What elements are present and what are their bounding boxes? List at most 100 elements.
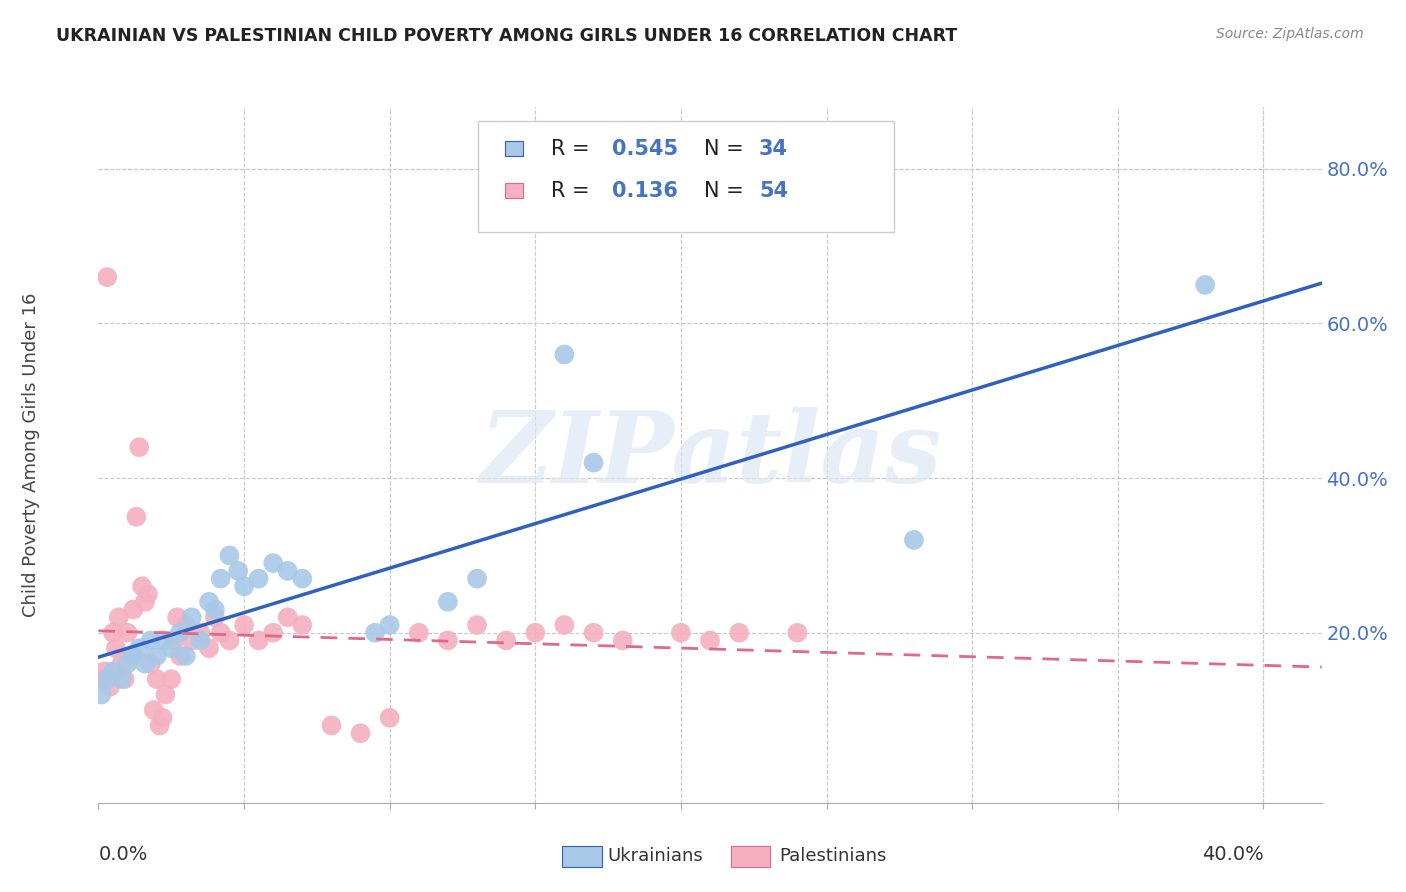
Point	[149, 718, 172, 732]
Point	[145, 672, 167, 686]
Point	[101, 665, 124, 679]
Point	[728, 625, 751, 640]
Point	[169, 648, 191, 663]
Point	[96, 672, 118, 686]
Point	[226, 564, 249, 578]
Point	[180, 610, 202, 624]
Point	[378, 618, 401, 632]
Text: Palestinians: Palestinians	[779, 847, 886, 865]
Point	[786, 625, 808, 640]
Point	[188, 625, 212, 640]
Point	[155, 688, 177, 702]
Point	[174, 648, 197, 663]
Point	[247, 633, 270, 648]
Point	[198, 641, 221, 656]
Point	[128, 641, 150, 656]
Point	[152, 711, 174, 725]
Point	[188, 633, 212, 648]
Point	[136, 587, 159, 601]
Point	[465, 618, 488, 632]
Point	[699, 633, 721, 648]
Point	[233, 579, 256, 593]
Point	[160, 672, 183, 686]
Point	[277, 610, 299, 624]
Point	[553, 618, 575, 632]
Point	[104, 641, 127, 656]
Point	[90, 672, 112, 686]
Point	[364, 625, 387, 640]
Point	[166, 610, 188, 624]
Point	[134, 595, 156, 609]
Point	[134, 657, 156, 671]
Point	[209, 625, 232, 640]
Text: 34: 34	[759, 139, 787, 159]
Point	[122, 602, 145, 616]
Point	[180, 633, 202, 648]
Point	[152, 633, 174, 648]
Point	[139, 633, 162, 648]
Point	[108, 610, 131, 624]
Point	[437, 595, 460, 609]
Point	[204, 610, 226, 624]
Text: ZIPatlas: ZIPatlas	[479, 407, 941, 503]
Text: Child Poverty Among Girls Under 16: Child Poverty Among Girls Under 16	[22, 293, 41, 617]
Text: N =: N =	[704, 180, 751, 201]
Point	[128, 440, 150, 454]
Point	[145, 648, 167, 663]
Point	[1194, 277, 1216, 292]
Point	[903, 533, 925, 547]
Point	[495, 633, 517, 648]
Point	[669, 625, 692, 640]
Point	[120, 648, 142, 663]
Point	[163, 633, 186, 648]
Point	[122, 648, 145, 663]
Point	[160, 641, 183, 656]
Point	[277, 564, 299, 578]
Point	[582, 625, 605, 640]
Point	[111, 672, 134, 686]
Point	[90, 688, 112, 702]
Point	[349, 726, 371, 740]
Point	[96, 270, 118, 285]
Point	[218, 549, 240, 563]
Point	[101, 625, 124, 640]
Point	[169, 625, 191, 640]
Text: R =: R =	[551, 180, 596, 201]
Point	[437, 633, 460, 648]
Point	[291, 618, 314, 632]
Text: N =: N =	[704, 139, 751, 159]
Text: UKRAINIAN VS PALESTINIAN CHILD POVERTY AMONG GIRLS UNDER 16 CORRELATION CHART: UKRAINIAN VS PALESTINIAN CHILD POVERTY A…	[56, 27, 957, 45]
FancyBboxPatch shape	[505, 141, 523, 156]
Point	[582, 456, 605, 470]
Text: Ukrainians: Ukrainians	[607, 847, 703, 865]
Point	[131, 579, 153, 593]
Point	[198, 595, 221, 609]
Point	[125, 509, 148, 524]
Point	[262, 625, 284, 640]
Text: R =: R =	[551, 139, 596, 159]
Text: 0.0%: 0.0%	[98, 846, 148, 864]
Text: 54: 54	[759, 180, 789, 201]
Point	[204, 602, 226, 616]
Point	[93, 665, 115, 679]
Point	[553, 347, 575, 361]
Point	[612, 633, 634, 648]
FancyBboxPatch shape	[505, 183, 523, 198]
Point	[524, 625, 547, 640]
Point	[465, 572, 488, 586]
Text: 0.136: 0.136	[612, 180, 678, 201]
Text: Source: ZipAtlas.com: Source: ZipAtlas.com	[1216, 27, 1364, 41]
Point	[114, 672, 136, 686]
Point	[291, 572, 314, 586]
Point	[139, 657, 162, 671]
Point	[117, 625, 139, 640]
Point	[233, 618, 256, 632]
FancyBboxPatch shape	[478, 121, 894, 232]
Point	[98, 680, 121, 694]
Point	[247, 572, 270, 586]
Text: 40.0%: 40.0%	[1202, 846, 1264, 864]
Point	[378, 711, 401, 725]
Point	[262, 556, 284, 570]
Point	[408, 625, 430, 640]
Point	[209, 572, 232, 586]
